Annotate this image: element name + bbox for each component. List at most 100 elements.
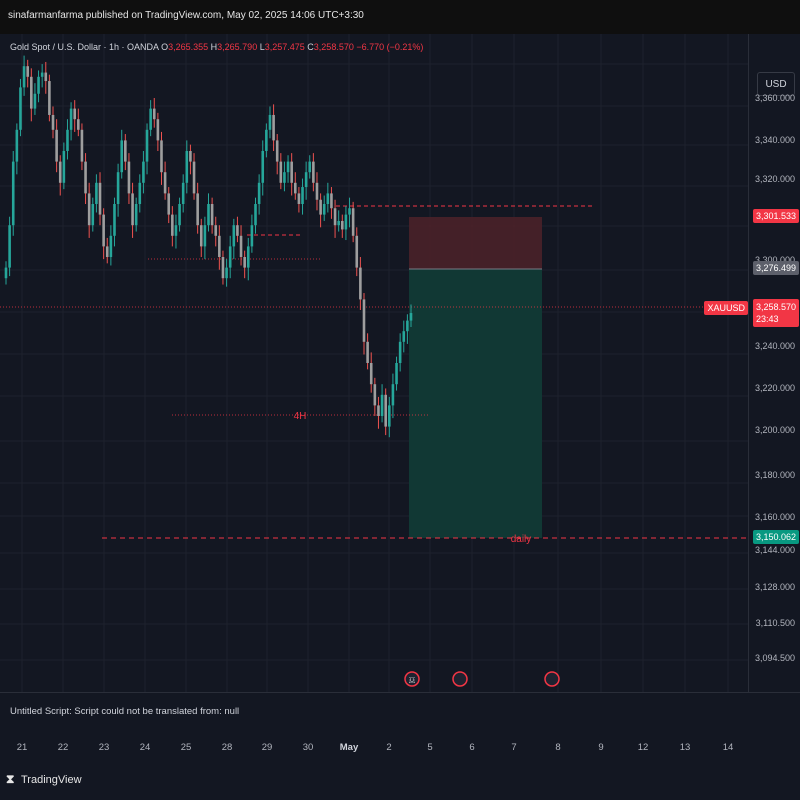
candle-body [221,257,225,279]
target-price-tag: 3,150.062 [752,530,799,544]
open-value: 3,265.355 [168,42,209,52]
candle-body [225,267,228,279]
time-tick: 22 [57,742,69,753]
price-label: 3,144.000 [754,545,795,555]
candle-body [116,172,120,204]
candle-body [207,204,210,226]
time-tick: 21 [16,742,28,753]
time-tick: 5 [427,742,433,753]
candle-body [55,129,58,162]
candle-body [131,193,134,226]
candle-body [362,299,366,342]
candle-body [109,235,113,257]
candle-body [203,225,207,247]
stop-loss-zone[interactable] [409,217,542,269]
bar-countdown: 23:43 [755,314,779,324]
candle-body [322,204,326,215]
symbol-title[interactable]: Gold Spot / U.S. Dollar · 1h · OANDA [10,42,159,52]
candle-body [127,161,131,194]
candle-body [178,204,181,226]
candle-body [69,108,73,130]
candle-body [167,193,171,215]
price-label: 3,360.000 [754,93,795,103]
candle-body [369,363,373,385]
candle-body [11,161,15,226]
time-tick: 13 [679,742,691,753]
time-tick: 30 [302,742,314,753]
time-axis[interactable] [0,732,800,760]
candle-body [80,129,84,162]
chart-pane[interactable]: Gold Spot / U.S. Dollar · 1h · OANDA O3,… [0,34,748,692]
price-label: 3,128.000 [754,582,795,592]
candle-body [22,66,26,88]
price-label: 3,220.000 [754,383,795,393]
currency-button[interactable]: USD [757,72,795,96]
candle-body [330,193,333,209]
candle-body [275,140,279,162]
candle-body [19,87,22,130]
price-axis[interactable]: USD 3,360.000 3,340.000 3,320.000 3,300.… [748,34,800,692]
candle-body [156,119,160,141]
high-value: 3,265.790 [217,42,258,52]
candle-body [40,72,44,77]
economic-event-icon[interactable] [544,671,560,687]
candle-body [149,108,152,130]
candle-body [380,394,384,416]
candle-body [138,182,142,204]
price-label: 3,240.000 [754,341,795,351]
time-tick: 23 [98,742,110,753]
candle-body [160,140,163,173]
candle-body [95,182,98,204]
last-price-tag: 3,258.570 23:43 [752,299,799,327]
candlestick-series [4,55,413,438]
candle-body [66,129,69,151]
candle-body [409,313,413,321]
candle-body [290,161,293,183]
candle-body [355,235,359,268]
open-label: O [161,42,169,52]
candle-body [163,172,167,194]
candle-body [395,363,398,385]
candle-body [297,193,301,204]
time-tick: 25 [180,742,192,753]
ohlc-legend: Gold Spot / U.S. Dollar · 1h · OANDA O3,… [10,42,423,52]
candle-body [171,214,174,236]
tradingview-logo-icon: ⧗ [6,772,15,786]
symbol-tag: XAUUSD [704,301,748,315]
time-tick: 12 [637,742,649,753]
candle-body [87,193,91,226]
candle-body [315,182,319,200]
candle-body [102,214,105,247]
candle-body [33,93,37,109]
candle-body [4,267,8,279]
candle-body [142,161,145,183]
take-profit-zone[interactable] [409,269,542,538]
candle-body [218,235,221,257]
economic-event-icon[interactable]: 🇺 [404,671,420,687]
candle-body [48,81,51,115]
candle-body [293,182,297,194]
price-label: 3,300.000 [754,255,795,265]
change-value: −6.770 (−0.21%) [356,42,424,52]
price-chart[interactable]: 4H daily 🇺 [0,34,748,692]
candle-body [181,182,185,204]
candle-body [319,199,322,215]
candle-body [243,257,246,268]
candle-body [391,384,395,406]
candle-body [351,208,355,236]
candle-body [152,108,156,120]
close-value: 3,258.570 [313,42,354,52]
candle-body [62,151,66,183]
candle-body [359,267,362,300]
candle-body [228,246,232,268]
candle-body [366,341,369,363]
footer-brand: TradingView [21,774,82,786]
price-label: 3,094.500 [754,653,795,663]
time-tick: 7 [511,742,517,753]
candle-body [120,140,124,173]
last-price-value: 3,258.570 [755,302,796,312]
candle-body [236,225,239,236]
candle-body [196,193,199,226]
economic-event-icon[interactable] [452,671,468,687]
candle-body [312,161,315,183]
